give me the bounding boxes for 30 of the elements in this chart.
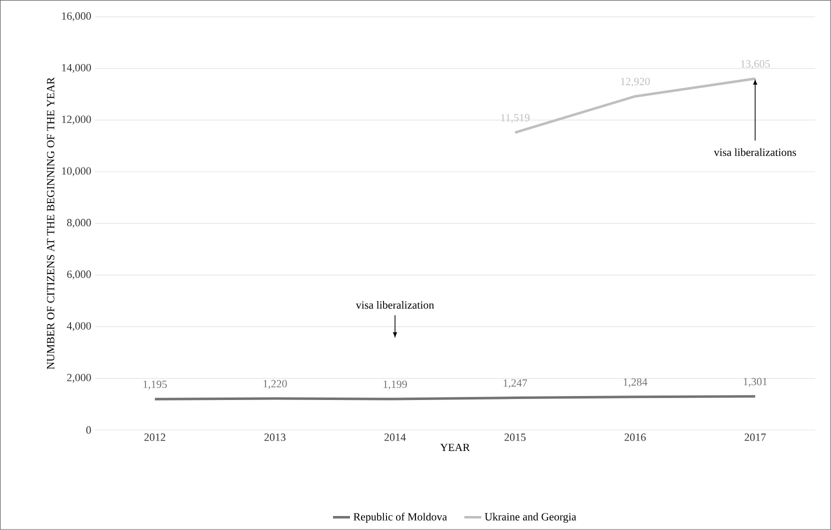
data-label: 12,920 [621,78,650,87]
annotation: visa liberalizations [714,148,796,156]
data-label: 11,519 [501,114,530,124]
data-label: 1,199 [384,380,407,390]
y-tick-label: 10,000 [62,167,91,176]
annotation: visa liberalization [356,301,434,309]
data-label: 1,284 [624,378,648,388]
legend-label: Ukraine and Georgia [484,512,576,523]
data-label: 1,195 [144,380,167,390]
x-axis-title: YEAR [440,444,470,452]
data-label: 13,605 [741,60,770,70]
y-tick-label: 4,000 [66,322,91,332]
legend-label: Republic of Moldova [354,512,447,523]
y-tick-label: 6,000 [67,270,91,280]
y-axis-title: NUMBER OF CITIZENS AT THE BEGINNING OF THE YEAR [46,77,54,370]
x-tick-label: 2016 [624,434,646,441]
data-label: 1,220 [264,380,287,390]
x-tick-label: 2012 [144,434,166,441]
y-tick-label: 12,000 [62,116,91,125]
y-tick-label: 2,000 [67,374,91,383]
y-tick-label: 8,000 [67,218,91,228]
data-label: 1,301 [744,378,767,387]
x-tick-label: 2017 [744,434,766,441]
y-tick-label: 14,000 [62,64,91,74]
x-tick-label: 2015 [504,434,526,441]
x-tick-label: 2014 [384,434,406,441]
y-tick-label: 0 [86,426,91,434]
y-tick-label: 16,000 [62,12,91,22]
data-label: 1,247 [504,379,528,388]
x-tick-label: 2013 [264,434,286,441]
